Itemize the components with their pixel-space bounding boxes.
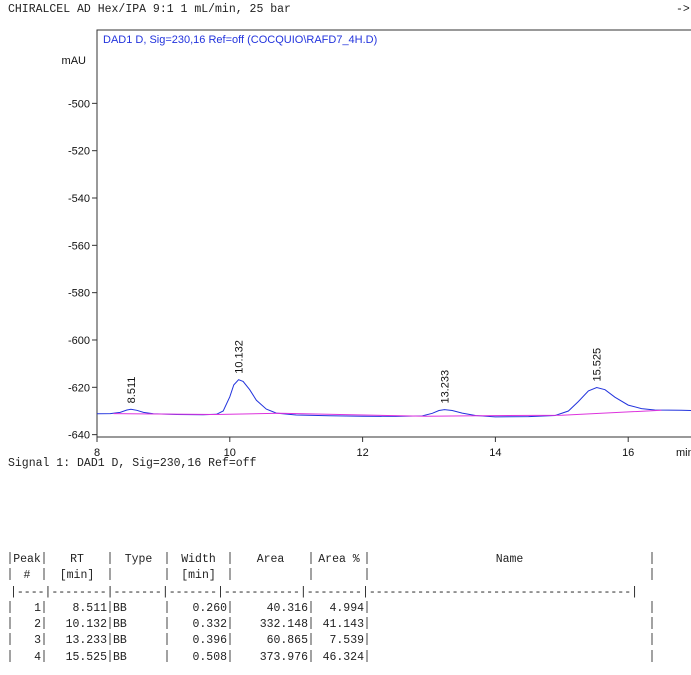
table-cell: 0.508 [192, 651, 227, 664]
table-cell: 1 [34, 602, 41, 615]
table-header: Area [257, 553, 285, 566]
table-cell: BB [113, 602, 127, 615]
y-tick-label: -620 [68, 382, 90, 394]
table-header: RT [70, 553, 84, 566]
y-axis-label: mAU [62, 55, 87, 67]
header-arrow: -> [676, 3, 690, 16]
table-cell: 8.511 [72, 602, 107, 615]
table-separator: |----|--------|-------|-------|---------… [10, 586, 638, 599]
table-cell: 0.396 [192, 634, 227, 647]
peak-label: 13.233 [439, 370, 451, 404]
table-cell: 7.539 [329, 634, 364, 647]
table-cell: 0.332 [192, 618, 227, 631]
table-cell: 46.324 [323, 651, 365, 664]
y-tick-label: -520 [68, 146, 90, 158]
peak-label: 8.511 [126, 377, 138, 404]
x-tick-label: 14 [489, 447, 501, 459]
trace [113, 409, 662, 417]
table-unit: [min] [181, 569, 216, 582]
header-title: CHIRALCEL AD Hex/IPA 9:1 1 mL/min, 25 ba… [8, 3, 291, 16]
x-tick-label: 8 [94, 447, 100, 459]
table-unit: # [24, 569, 31, 582]
x-tick-label: 10 [224, 447, 236, 459]
y-tick-label: -580 [68, 288, 90, 300]
x-tick-label: 16 [622, 447, 634, 459]
y-tick-label: -640 [68, 430, 90, 442]
table-cell: 373.976 [260, 651, 308, 664]
peak-label: 15.525 [592, 348, 604, 382]
y-tick-label: -600 [68, 335, 90, 347]
table-cell: 60.865 [267, 634, 309, 647]
table-cell: 0.260 [192, 602, 227, 615]
x-axis-label: min [676, 447, 691, 459]
table-unit: [min] [60, 569, 95, 582]
plot-frame [96, 29, 691, 438]
table-cell: 332.148 [260, 618, 308, 631]
table-cell: 10.132 [66, 618, 108, 631]
table-header: Name [496, 553, 524, 566]
table-header: Width [181, 553, 216, 566]
y-tick-label: -540 [68, 193, 90, 205]
trace [96, 379, 691, 418]
table-cell: 40.316 [267, 602, 309, 615]
table-cell: 2 [34, 618, 41, 631]
y-tick-label: -560 [68, 240, 90, 252]
table-cell: 4 [34, 651, 41, 664]
signal-line: Signal 1: DAD1 D, Sig=230,16 Ref=off [8, 457, 257, 470]
y-tick-label: -500 [68, 98, 90, 110]
table-cell: BB [113, 618, 127, 631]
table-cell: BB [113, 651, 127, 664]
table-cell: 15.525 [66, 651, 108, 664]
x-tick-label: 12 [356, 447, 368, 459]
table-header: Peak [13, 553, 41, 566]
chart-title: DAD1 D, Sig=230,16 Ref=off (COCQUIO\RAFD… [103, 34, 377, 46]
table-header: Area % [318, 553, 360, 566]
table-cell: 41.143 [323, 618, 365, 631]
table-cell: BB [113, 634, 127, 647]
table-cell: 3 [34, 634, 41, 647]
peak-label: 10.132 [234, 340, 246, 374]
table-cell: 13.233 [66, 634, 108, 647]
table-header: Type [125, 553, 153, 566]
table-cell: 4.994 [329, 602, 364, 615]
